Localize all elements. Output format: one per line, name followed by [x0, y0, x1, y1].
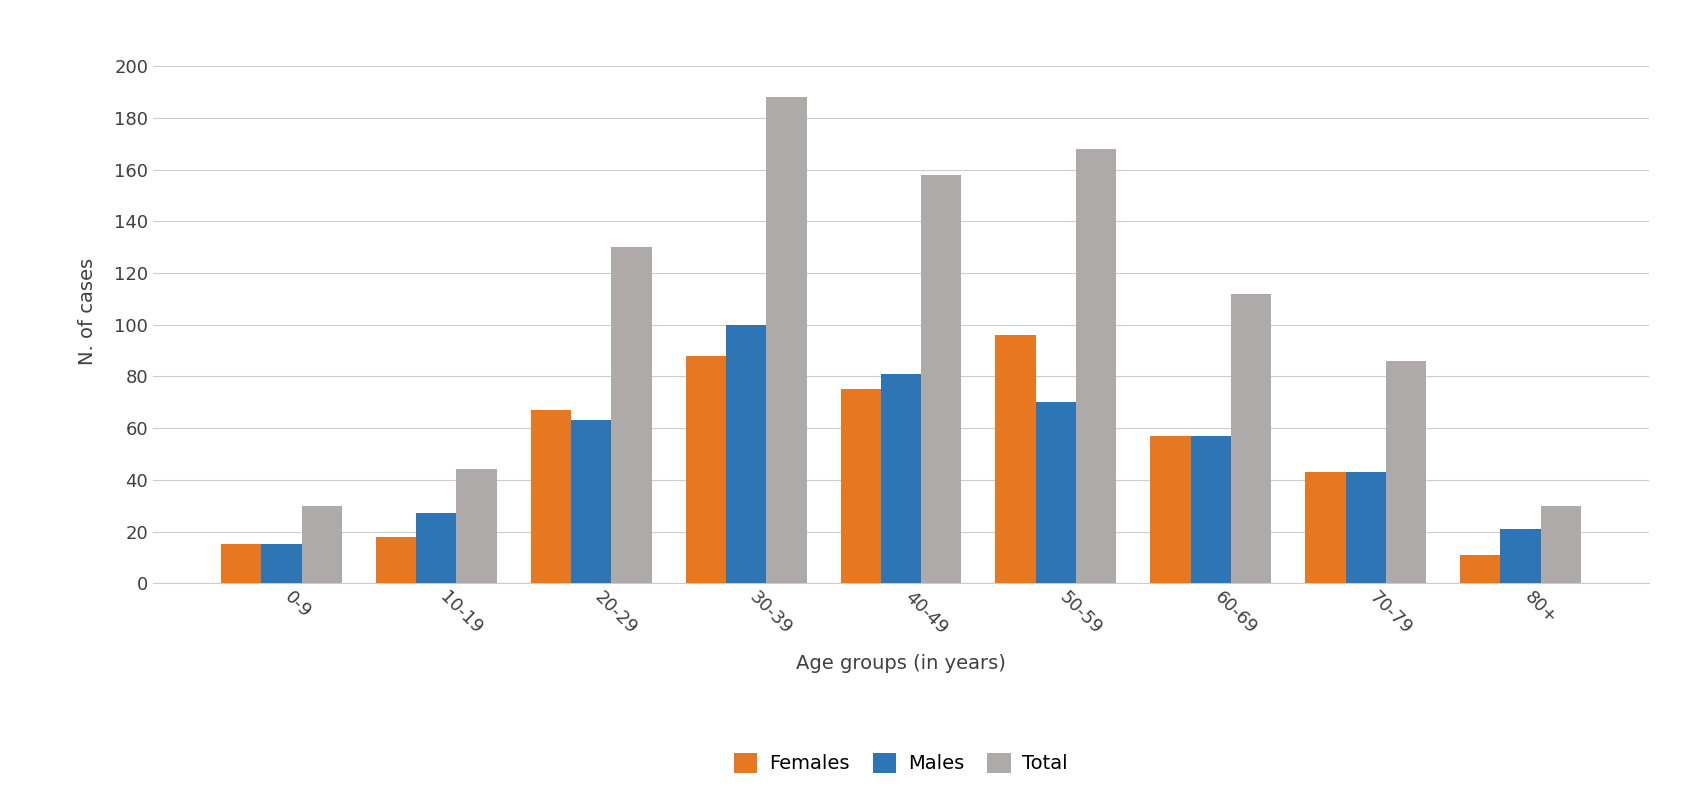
Bar	[416, 514, 456, 583]
X-axis label: Age groups (in years): Age groups (in years)	[796, 654, 1006, 673]
Bar	[530, 410, 571, 583]
Bar	[376, 537, 416, 583]
Y-axis label: N. of cases: N. of cases	[78, 258, 97, 365]
Bar	[1151, 436, 1190, 583]
Bar	[996, 335, 1035, 583]
Bar	[612, 247, 651, 583]
Bar	[1035, 403, 1076, 583]
Bar	[1501, 529, 1540, 583]
Bar	[1306, 472, 1346, 583]
Bar	[840, 390, 881, 583]
Bar	[221, 544, 262, 583]
Bar	[1386, 361, 1426, 583]
Bar	[921, 175, 962, 583]
Bar	[767, 97, 806, 583]
Bar	[571, 420, 612, 583]
Bar	[456, 470, 496, 583]
Bar	[685, 356, 726, 583]
Bar	[1460, 555, 1501, 583]
Bar	[1231, 294, 1272, 583]
Bar	[1190, 436, 1231, 583]
Bar	[262, 544, 301, 583]
Bar	[881, 374, 921, 583]
Bar	[1076, 149, 1117, 583]
Bar	[1540, 505, 1581, 583]
Bar	[726, 325, 767, 583]
Legend: Females, Males, Total: Females, Males, Total	[726, 745, 1076, 781]
Bar	[1346, 472, 1386, 583]
Bar	[301, 505, 342, 583]
